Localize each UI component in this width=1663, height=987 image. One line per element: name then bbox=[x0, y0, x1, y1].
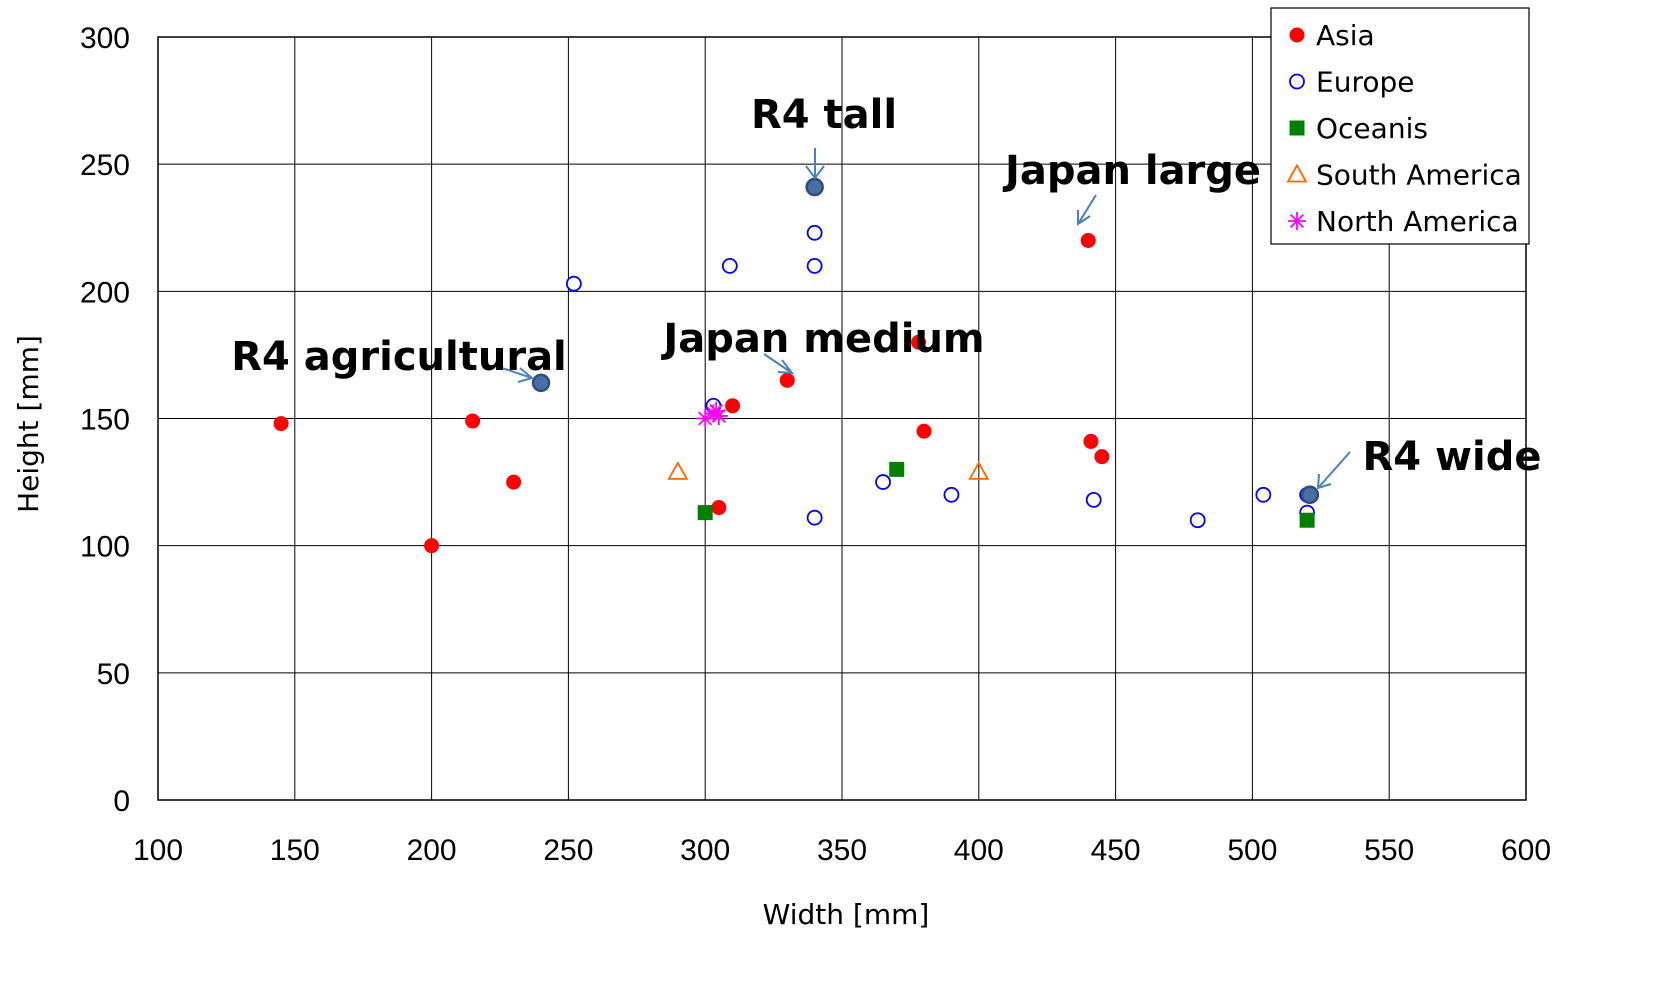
data-point bbox=[806, 224, 823, 241]
data-point bbox=[1189, 512, 1206, 529]
legend-marker bbox=[1288, 212, 1306, 230]
arrow-r4-wide bbox=[1316, 451, 1351, 490]
legend-marker bbox=[1289, 120, 1305, 136]
legend-label: Oceanis bbox=[1316, 112, 1428, 145]
y-tick-label: 50 bbox=[97, 658, 130, 691]
data-point bbox=[1083, 433, 1099, 449]
data-point bbox=[806, 257, 823, 274]
legend-marker bbox=[1286, 163, 1308, 183]
highlight-point bbox=[531, 373, 551, 393]
y-tick-label: 0 bbox=[113, 785, 130, 818]
annotation-r4-agricultural: R4 agricultural bbox=[231, 334, 567, 380]
y-tick-label: 250 bbox=[80, 149, 130, 182]
data-point bbox=[465, 413, 481, 429]
data-point bbox=[779, 372, 795, 388]
data-point bbox=[725, 398, 741, 414]
legend-label: Asia bbox=[1316, 19, 1375, 52]
legend-label: Europe bbox=[1316, 66, 1414, 99]
x-tick-label: 300 bbox=[680, 834, 730, 867]
data-point bbox=[1080, 232, 1096, 248]
legend-item: Oceanis bbox=[1289, 112, 1428, 145]
y-axis-title: Height [mm] bbox=[12, 335, 45, 513]
annotation-japan-large: Japan large bbox=[1002, 148, 1261, 194]
annotation-japan-medium: Japan medium bbox=[660, 316, 984, 362]
x-tick-label: 150 bbox=[270, 834, 320, 867]
x-tick-label: 600 bbox=[1501, 834, 1551, 867]
legend-marker bbox=[1289, 27, 1305, 43]
annotation-r4-wide: R4 wide bbox=[1363, 434, 1542, 480]
x-tick-label: 550 bbox=[1364, 834, 1414, 867]
x-tick-label: 250 bbox=[543, 834, 593, 867]
x-tick-label: 350 bbox=[817, 834, 867, 867]
data-point bbox=[916, 423, 932, 439]
highlight-points bbox=[531, 177, 1320, 505]
data-point bbox=[696, 409, 715, 428]
legend-label: South America bbox=[1316, 159, 1522, 192]
data-point bbox=[1255, 486, 1272, 503]
highlight-point bbox=[1300, 485, 1320, 505]
data-point bbox=[1085, 491, 1102, 508]
plot-area-border bbox=[157, 36, 1527, 801]
x-tick-label: 500 bbox=[1227, 834, 1277, 867]
legend-box bbox=[1270, 7, 1530, 245]
data-point bbox=[711, 500, 727, 516]
data-point bbox=[911, 334, 927, 350]
data-point bbox=[707, 401, 726, 420]
legend-item: Asia bbox=[1289, 19, 1375, 52]
data-point bbox=[889, 461, 905, 477]
y-tick-label: 200 bbox=[80, 276, 130, 309]
data-point bbox=[875, 474, 891, 490]
arrow-r4-agricultural bbox=[495, 365, 535, 383]
data-point bbox=[273, 416, 289, 432]
highlight-point bbox=[805, 177, 824, 197]
data-point bbox=[968, 461, 990, 480]
data-point bbox=[943, 486, 960, 503]
arrow-japan-large bbox=[1077, 194, 1097, 226]
data-point bbox=[565, 275, 582, 292]
y-tick-label: 100 bbox=[80, 531, 130, 564]
x-tick-label: 450 bbox=[1091, 834, 1141, 867]
data-point bbox=[697, 505, 713, 521]
legend-item: Europe bbox=[1289, 66, 1414, 99]
legend: Asia Europe Oceanis South America North Amer… bbox=[1270, 7, 1530, 245]
data-points bbox=[273, 177, 1320, 554]
annotation-arrows bbox=[495, 148, 1351, 490]
series-south-america bbox=[667, 461, 990, 480]
x-tick-label: 400 bbox=[954, 834, 1004, 867]
data-point bbox=[709, 406, 728, 425]
series-oceanis bbox=[697, 461, 1315, 528]
annotation-r4-tall: R4 tall bbox=[751, 92, 897, 138]
arrow-r4-tall bbox=[805, 148, 825, 180]
tick-labels: 100 150 200 250 300 350 400 450 500 550 600 0 50 100 1… bbox=[80, 22, 1551, 867]
x-tick-label: 100 bbox=[133, 834, 183, 867]
y-tick-label: 300 bbox=[80, 22, 130, 55]
data-point bbox=[506, 474, 522, 490]
series-north-america bbox=[696, 401, 728, 428]
x-tick-label: 200 bbox=[407, 834, 457, 867]
data-point bbox=[1299, 512, 1315, 528]
legend-items: Asia Europe Oceanis South America North Amer… bbox=[1286, 19, 1522, 238]
series-asia bbox=[273, 232, 1110, 554]
data-point bbox=[806, 509, 823, 526]
legend-marker bbox=[1289, 73, 1305, 90]
data-point bbox=[667, 461, 689, 480]
data-point bbox=[424, 538, 440, 554]
legend-item: North America bbox=[1288, 205, 1519, 238]
data-point bbox=[721, 257, 738, 274]
data-point bbox=[1094, 449, 1110, 465]
x-axis-title: Width [mm] bbox=[763, 898, 930, 931]
y-tick-label: 150 bbox=[80, 404, 130, 437]
legend-label: North America bbox=[1316, 205, 1519, 238]
arrow-japan-medium bbox=[763, 353, 795, 375]
legend-item: South America bbox=[1286, 159, 1522, 192]
